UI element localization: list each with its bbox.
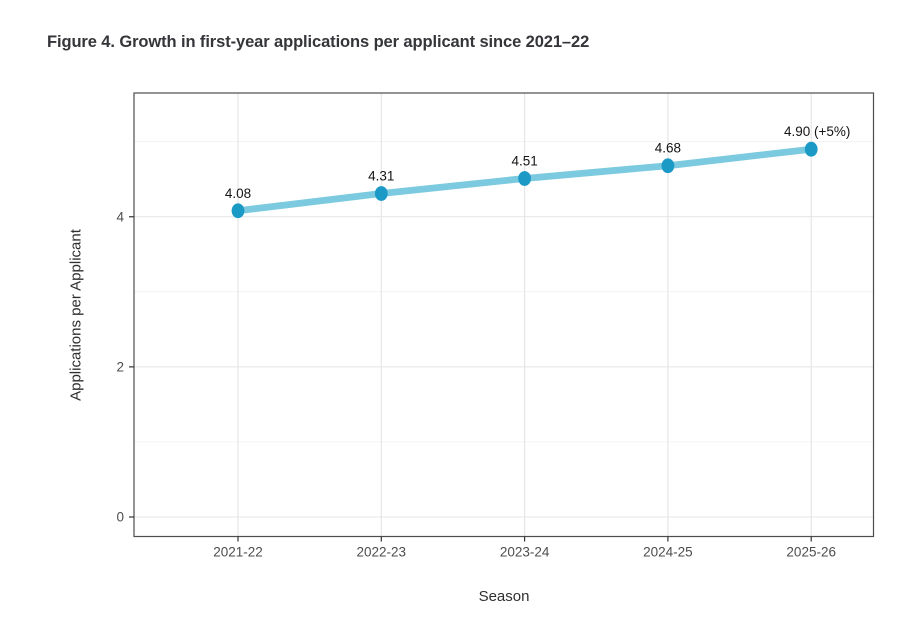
- data-point: [804, 141, 818, 157]
- axis-ticks: [129, 216, 812, 542]
- panel-border: [133, 92, 875, 538]
- y-tick-label: 2: [116, 360, 124, 375]
- x-axis-title: Season: [479, 588, 530, 605]
- x-tick-label: 2021-22: [213, 545, 263, 560]
- data-point-label: 4.90 (+5%): [784, 124, 850, 139]
- y-tick-label: 4: [116, 209, 124, 224]
- data-point-label: 4.31: [368, 168, 394, 183]
- y-axis-tick-labels: 0 2 4: [116, 209, 124, 524]
- grid-minor: [134, 141, 874, 443]
- data-point-label: 4.08: [225, 186, 251, 201]
- data-point: [661, 158, 675, 174]
- x-tick-label: 2025-26: [786, 545, 836, 560]
- grid-major: [134, 93, 874, 537]
- series-point-labels: 4.08 4.31 4.51 4.68 4.90 (+5%): [225, 124, 851, 201]
- x-tick-label: 2022-23: [357, 545, 407, 560]
- data-point-label: 4.51: [511, 153, 537, 168]
- series-points: [231, 141, 818, 219]
- data-point-label: 4.68: [655, 141, 681, 156]
- x-tick-label: 2023-24: [500, 545, 550, 560]
- data-point: [374, 186, 388, 201]
- x-axis-tick-labels: 2021-22 2022-23 2023-24 2024-25 2025-26: [213, 545, 836, 560]
- data-point: [231, 203, 245, 219]
- y-axis-title: Applications per Applicant: [67, 228, 84, 401]
- data-point: [518, 171, 531, 186]
- y-tick-label: 0: [116, 510, 124, 525]
- figure-title: Figure 4. Growth in first-year applicati…: [47, 33, 590, 51]
- x-tick-label: 2024-25: [643, 545, 693, 560]
